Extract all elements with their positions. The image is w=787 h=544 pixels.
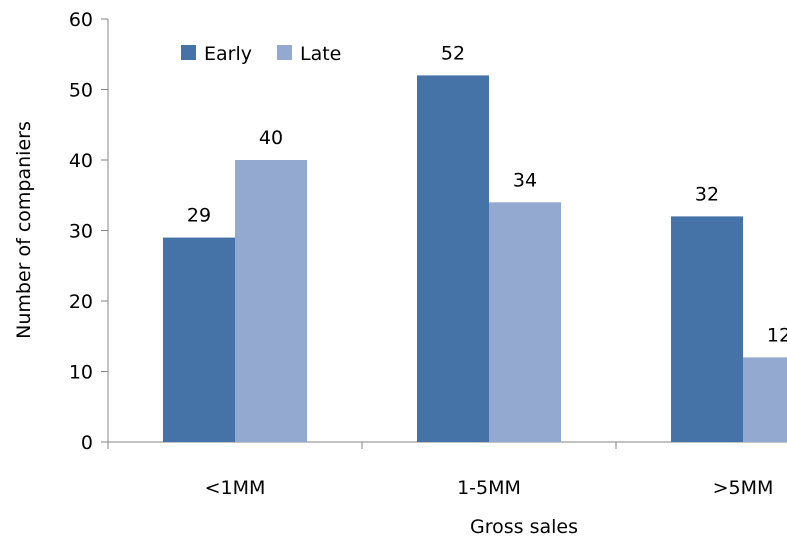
bar-early-3: [671, 216, 743, 442]
x-category-label: 1-5MM: [457, 477, 521, 499]
x-category-label: <1MM: [205, 477, 266, 499]
data-label: 34: [513, 169, 537, 191]
data-label: 12: [767, 324, 787, 346]
legend-swatch-early: [181, 45, 196, 60]
legend-swatch-late: [277, 45, 292, 60]
data-labels: 29 40 52 34 32 12: [187, 42, 787, 346]
data-label: 40: [259, 127, 283, 149]
data-label: 32: [695, 183, 719, 205]
y-tick-label: 30: [69, 221, 93, 243]
bar-late-3: [743, 357, 787, 442]
bar-late-2: [489, 202, 561, 442]
y-axis: 0 10 20 30 40 50 60: [69, 9, 109, 454]
y-tick-label: 20: [69, 291, 93, 313]
data-label: 29: [187, 205, 211, 227]
y-tick-label: 0: [81, 432, 93, 454]
y-tick-label: 40: [69, 150, 93, 172]
bar-early-1: [163, 237, 235, 442]
x-axis: <1MM 1-5MM >5MM: [107, 441, 787, 499]
y-tick-label: 50: [69, 80, 93, 102]
y-tick-label: 10: [69, 362, 93, 384]
legend-label-early: Early: [204, 43, 252, 65]
y-tick-label: 60: [69, 9, 93, 31]
legend: Early Late: [181, 43, 341, 65]
x-axis-title: Gross sales: [470, 516, 578, 538]
bar-early-2: [417, 75, 489, 443]
bar-late-1: [235, 160, 307, 442]
legend-label-late: Late: [300, 43, 341, 65]
data-label: 52: [441, 42, 465, 64]
bars: [163, 75, 787, 443]
y-axis-title: Number of companiers: [13, 121, 35, 339]
x-category-label: >5MM: [713, 477, 774, 499]
